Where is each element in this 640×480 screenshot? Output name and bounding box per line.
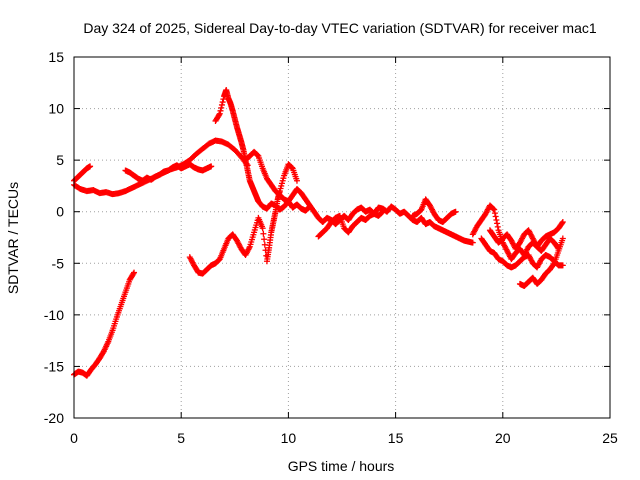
x-tick-label: 25 bbox=[602, 430, 618, 446]
y-tick-label: 10 bbox=[48, 101, 64, 117]
series-track-d-late-morning bbox=[122, 161, 215, 184]
data-point bbox=[218, 101, 225, 108]
series-track-m-evening-mid bbox=[486, 227, 562, 254]
data-point bbox=[219, 99, 226, 106]
data-point bbox=[259, 225, 266, 232]
data-point bbox=[130, 270, 137, 277]
x-tick-label: 10 bbox=[281, 430, 297, 446]
series-track-f-dip bbox=[186, 161, 300, 277]
data-point bbox=[493, 216, 500, 223]
data-point bbox=[220, 96, 227, 103]
data-point bbox=[559, 220, 566, 227]
data-point bbox=[550, 261, 557, 268]
data-point bbox=[491, 206, 498, 213]
series-track-l-evening-stray bbox=[516, 235, 566, 289]
x-tick-label: 0 bbox=[70, 430, 78, 446]
series-track-a-rising bbox=[71, 269, 138, 379]
series-track-j-evening bbox=[469, 202, 566, 263]
data-point bbox=[379, 209, 386, 216]
y-tick-label: 5 bbox=[56, 152, 64, 168]
data-point bbox=[131, 269, 138, 276]
axis-ticks: 0 5 10 15 20 25 -20 -15 -10 -5 0 5 10 15 bbox=[44, 49, 618, 446]
data-point bbox=[469, 239, 476, 246]
data-point bbox=[208, 163, 215, 170]
data-point bbox=[554, 244, 561, 251]
x-tick-label: 5 bbox=[177, 430, 185, 446]
data-point bbox=[87, 163, 94, 170]
data-point bbox=[261, 236, 268, 243]
data-point bbox=[216, 111, 223, 118]
data-point bbox=[490, 205, 497, 212]
series-track-b-morning bbox=[71, 137, 251, 198]
y-tick-label: -10 bbox=[44, 307, 64, 323]
y-tick-label: -15 bbox=[44, 358, 64, 374]
data-point bbox=[293, 177, 300, 184]
data-point bbox=[559, 262, 566, 269]
data-points bbox=[71, 87, 566, 379]
x-tick-label: 15 bbox=[388, 430, 404, 446]
data-point bbox=[218, 104, 225, 111]
y-axis-title: SDTVAR / TECUs bbox=[5, 182, 21, 294]
data-point bbox=[494, 223, 501, 230]
data-point bbox=[491, 210, 498, 217]
data-point bbox=[216, 110, 223, 117]
data-point bbox=[555, 245, 562, 252]
data-point bbox=[494, 220, 501, 227]
data-point bbox=[559, 219, 566, 226]
data-point bbox=[379, 208, 386, 215]
data-point bbox=[492, 213, 499, 220]
y-tick-label: 15 bbox=[48, 49, 64, 65]
chart-title: Day 324 of 2025, Sidereal Day-to-day VTE… bbox=[83, 20, 596, 36]
data-point bbox=[452, 208, 459, 215]
data-point bbox=[217, 107, 224, 114]
y-tick-label: -5 bbox=[52, 255, 65, 271]
y-tick-label: -20 bbox=[44, 410, 64, 426]
data-point bbox=[559, 235, 566, 242]
series-track-k-evening-low bbox=[478, 235, 566, 271]
series-track-h-lower bbox=[315, 208, 386, 240]
x-axis-title: GPS time / hours bbox=[288, 458, 395, 474]
data-point bbox=[260, 230, 267, 237]
series-track-g-mid bbox=[242, 148, 476, 246]
series-track-e-spike bbox=[212, 87, 313, 214]
y-tick-label: 0 bbox=[56, 204, 64, 220]
plot-frame bbox=[73, 56, 611, 419]
grid-lines bbox=[74, 57, 610, 418]
series-track-c-early bbox=[71, 163, 94, 184]
series-track-i-late-bump bbox=[409, 196, 459, 226]
x-tick-label: 20 bbox=[495, 430, 511, 446]
